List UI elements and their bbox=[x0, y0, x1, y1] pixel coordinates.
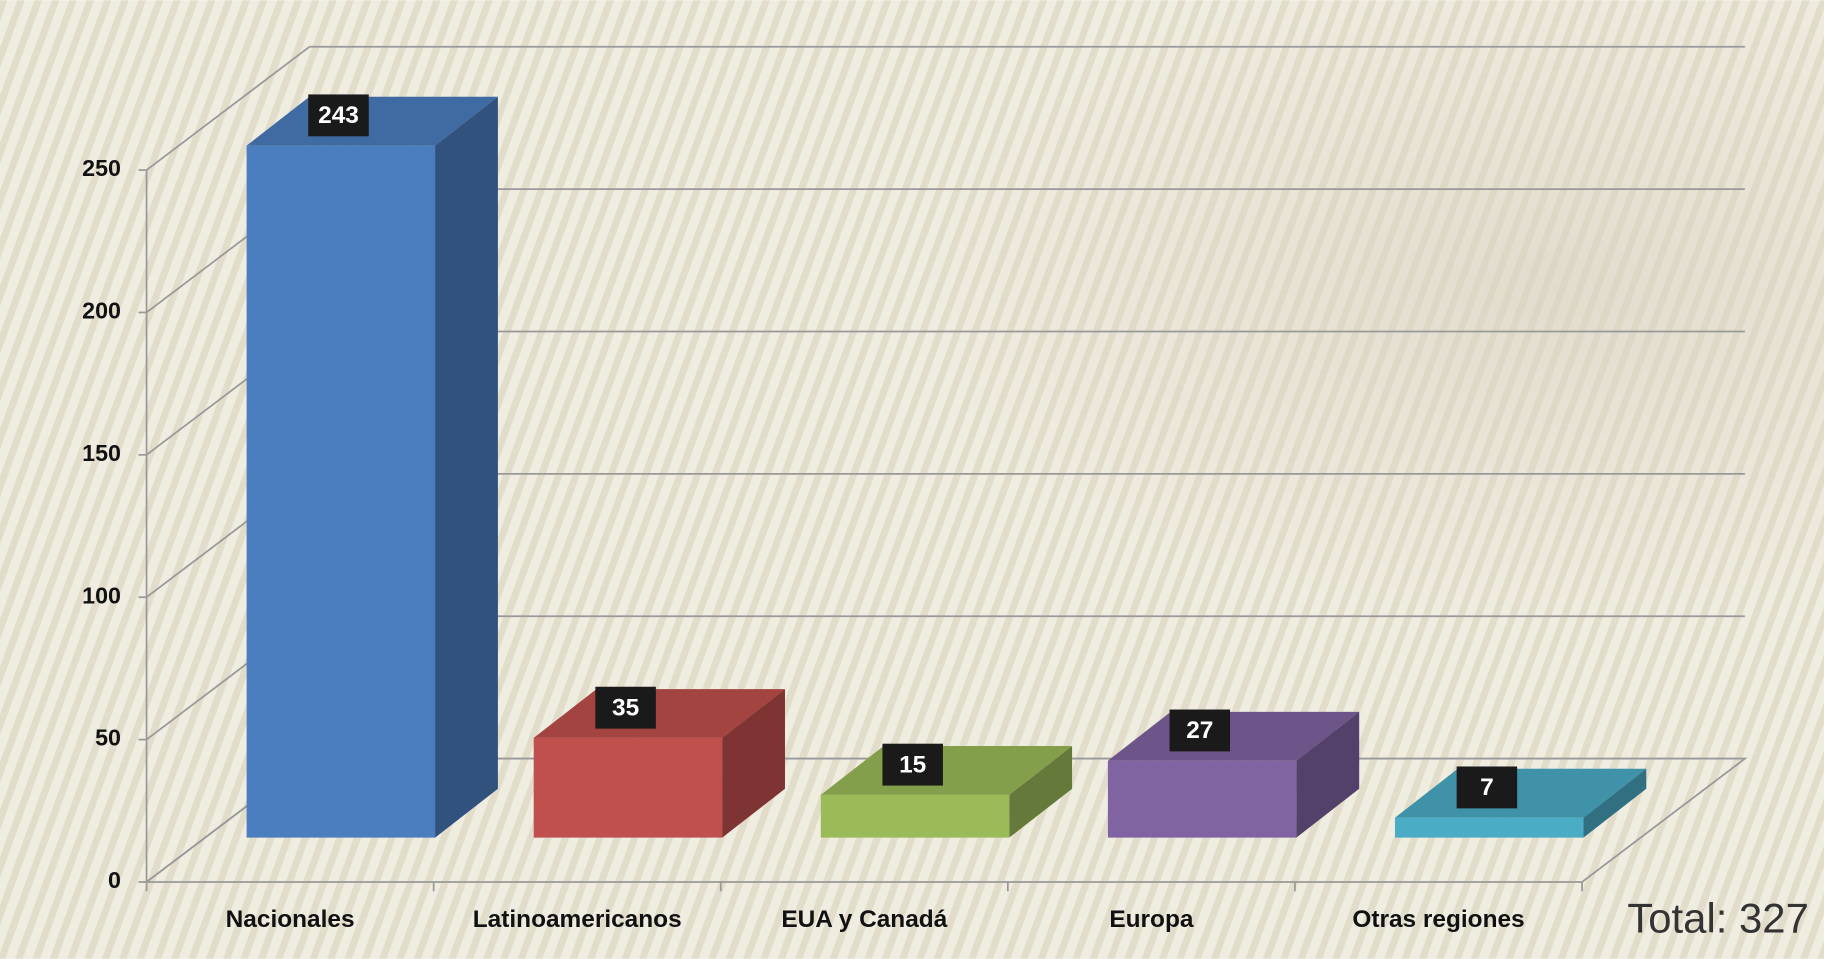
bar-side-shade bbox=[435, 96, 498, 838]
y-tick-label: 250 bbox=[82, 155, 121, 181]
x-tick-label: Nacionales bbox=[226, 906, 355, 933]
value-label: 27 bbox=[1186, 717, 1213, 744]
x-tick-label: Otras regiones bbox=[1352, 906, 1524, 933]
bar bbox=[246, 96, 498, 838]
x-tick-label: EUA y Canadá bbox=[781, 906, 947, 933]
side-grid-line bbox=[146, 46, 310, 171]
bar-side bbox=[1583, 768, 1647, 838]
value-label-box bbox=[1169, 709, 1231, 752]
total-annotation: Total: 327 bbox=[1627, 895, 1809, 942]
bar-side bbox=[1009, 746, 1073, 838]
y-tick-label: 0 bbox=[108, 867, 121, 893]
bar-side-shade bbox=[1009, 746, 1073, 838]
bar-side bbox=[1296, 711, 1360, 838]
value-label-box bbox=[308, 94, 369, 137]
bar-front bbox=[1394, 817, 1584, 838]
value-label-box bbox=[882, 743, 943, 786]
bar-front bbox=[246, 145, 436, 838]
y-tick-label: 200 bbox=[82, 298, 121, 324]
bar bbox=[533, 689, 785, 838]
value-label-box bbox=[595, 686, 656, 729]
y-tick-label: 100 bbox=[82, 582, 121, 608]
value-label: 7 bbox=[1480, 774, 1494, 801]
value-label: 35 bbox=[612, 694, 639, 721]
bar-side-shade bbox=[1583, 768, 1647, 838]
bar-side bbox=[722, 689, 785, 838]
bar-front bbox=[533, 737, 723, 838]
x-tick-label: Latinoamericanos bbox=[473, 906, 682, 933]
value-label-box bbox=[1456, 766, 1518, 809]
bar-side bbox=[435, 96, 498, 838]
bar-front bbox=[820, 794, 1010, 838]
bar-front bbox=[1107, 760, 1297, 838]
y-tick-label: 150 bbox=[82, 440, 121, 466]
x-tick-label: Europa bbox=[1109, 906, 1194, 933]
value-label: 243 bbox=[318, 102, 359, 129]
value-label: 15 bbox=[899, 751, 926, 778]
bar-side-shade bbox=[1296, 711, 1360, 838]
bar-side-shade bbox=[722, 689, 785, 838]
y-tick-label: 50 bbox=[95, 725, 121, 751]
